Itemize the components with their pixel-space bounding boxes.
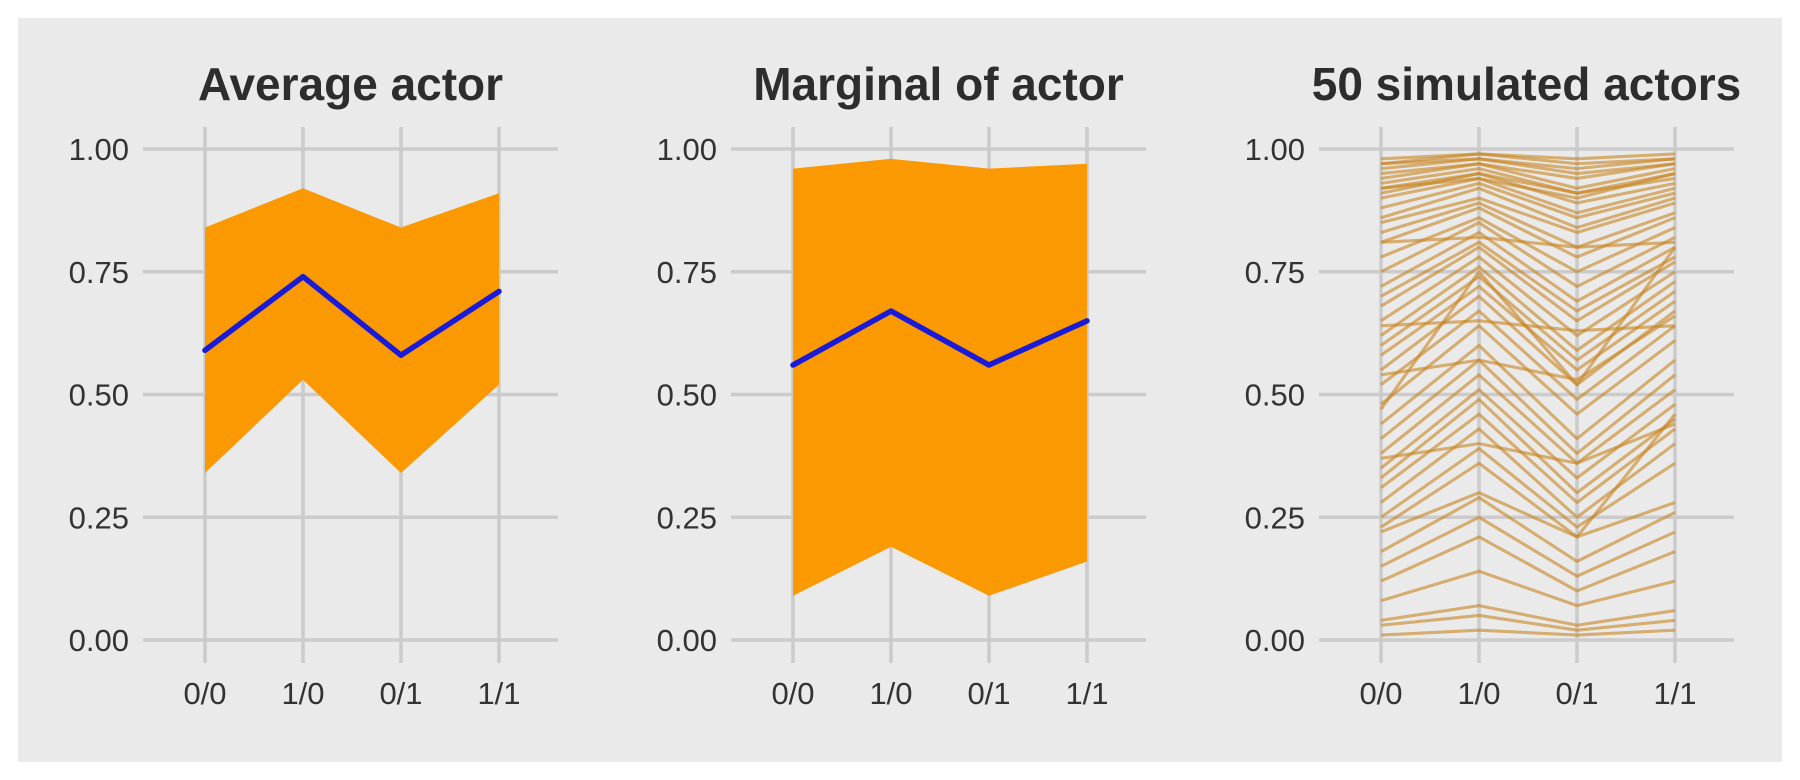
- actor-line: [1380, 275, 1676, 362]
- y-axis-tick-label: 0.00: [69, 623, 129, 658]
- actor-line: [1380, 324, 1676, 416]
- actor-line: [1380, 186, 1676, 230]
- y-axis-tick-label: 0.75: [69, 255, 129, 290]
- panel-simulated-actors: 0.00 0.25 0.50 0.75 1.00 0/0 1/0 0/1 1/1 50 simul…: [1194, 18, 1782, 762]
- actor-line: [1380, 152, 1676, 161]
- actor-line: [1380, 235, 1676, 249]
- actor-line: [1380, 255, 1676, 338]
- posterior-mean-line: [790, 308, 1090, 368]
- actor-line: [1380, 181, 1676, 220]
- actor-line: [1380, 535, 1676, 593]
- y-axis-tick-label: 0.25: [1245, 500, 1305, 535]
- chart-simulated-actors: 0.00 0.25 0.50 0.75 1.00 0/0 1/0 0/1 1/1 50 simul…: [1194, 18, 1782, 762]
- actor-line: [1380, 358, 1676, 455]
- figure-canvas: 0.00 0.25 0.50 0.75 1.00 0/0 1/0 0/1 1/1 Average …: [18, 18, 1782, 762]
- panel-title: Average actor: [198, 58, 503, 110]
- x-axis-tick-label: 0/0: [183, 676, 226, 711]
- x-axis-tick-label: 0/0: [1359, 676, 1402, 711]
- actor-line: [1380, 196, 1676, 235]
- x-axis-tick-label: 1/1: [1653, 676, 1696, 711]
- actor-line: [1380, 240, 1676, 313]
- actor-line: [1380, 176, 1676, 215]
- y-axis-tick-label: 0.00: [657, 623, 717, 658]
- y-axis-tick-label: 0.50: [1245, 378, 1305, 413]
- actor-line: [1380, 206, 1676, 259]
- actor-line: [1380, 172, 1676, 205]
- panel-background: [18, 18, 606, 762]
- x-axis-tick-label: 1/0: [1457, 676, 1500, 711]
- actor-line: [1380, 613, 1676, 632]
- actor-line: [1380, 373, 1676, 465]
- actor-line: [1380, 604, 1676, 627]
- actor-line: [1380, 413, 1677, 539]
- y-axis-tick-label: 0.75: [1245, 255, 1305, 290]
- panel-title: Marginal of actor: [753, 58, 1124, 110]
- y-axis-tick-label: 0.75: [657, 255, 717, 290]
- panel-title: 50 simulated actors: [1312, 58, 1742, 110]
- actor-line: [1380, 216, 1676, 274]
- x-axis-tick-label: 1/1: [1065, 676, 1108, 711]
- x-axis-tick-label: 1/0: [281, 676, 324, 711]
- actor-line: [1380, 152, 1676, 166]
- actor-line: [1380, 162, 1676, 181]
- actor-line: [1380, 388, 1676, 480]
- x-axis-tick-label: 1/1: [477, 676, 520, 711]
- x-axis-tick-label: 0/1: [1555, 676, 1598, 711]
- x-axis-tick-label: 0/1: [967, 676, 1010, 711]
- actor-line: [1379, 246, 1677, 411]
- actor-line: [1380, 157, 1676, 171]
- actor-line: [1380, 628, 1676, 637]
- actor-line: [1380, 446, 1676, 529]
- actor-line: [1380, 491, 1676, 539]
- actor-line: [1380, 397, 1676, 495]
- y-axis-tick-label: 0.25: [69, 500, 129, 535]
- panel-marginal-of-actor: 0.00 0.25 0.50 0.75 1.00 0/0 1/0 0/1 1/1 Marginal…: [606, 18, 1194, 762]
- credible-interval-ribbon: [205, 188, 499, 474]
- actor-line: [1380, 343, 1676, 441]
- actor-line: [1380, 157, 1676, 176]
- y-axis-tick-label: 1.00: [657, 132, 717, 167]
- panel-background: [1194, 18, 1782, 762]
- actor-line: [1380, 230, 1676, 303]
- credible-interval-ribbon: [793, 158, 1087, 596]
- actor-line: [1380, 201, 1676, 249]
- actor-line: [1380, 496, 1676, 563]
- chart-average-actor: 0.00 0.25 0.50 0.75 1.00 0/0 1/0 0/1 1/1 Average …: [18, 18, 606, 762]
- y-axis-tick-label: 1.00: [1245, 132, 1305, 167]
- posterior-mean-line: [202, 273, 502, 358]
- actor-line: [1380, 167, 1676, 195]
- actor-line: [1380, 309, 1676, 401]
- y-axis-tick-label: 0.25: [657, 500, 717, 535]
- y-axis-tick-label: 0.50: [657, 378, 717, 413]
- y-axis-tick-label: 0.50: [69, 378, 129, 413]
- actor-line: [1380, 427, 1676, 519]
- panel-average-actor: 0.00 0.25 0.50 0.75 1.00 0/0 1/0 0/1 1/1 Average …: [18, 18, 606, 762]
- actor-line: [1380, 412, 1676, 505]
- actor-line: [1380, 569, 1676, 608]
- y-axis-tick-label: 0.00: [1245, 623, 1305, 658]
- x-axis-tick-label: 1/0: [869, 676, 912, 711]
- chart-marginal-of-actor: 0.00 0.25 0.50 0.75 1.00 0/0 1/0 0/1 1/1 Marginal…: [606, 18, 1194, 762]
- actor-line: [1380, 319, 1676, 333]
- actor-line: [1380, 221, 1676, 289]
- actor-line: [1380, 162, 1676, 190]
- x-axis-tick-label: 0/1: [379, 676, 422, 711]
- actor-line: [1380, 245, 1676, 323]
- x-axis-tick-label: 0/0: [771, 676, 814, 711]
- y-axis-tick-label: 1.00: [69, 132, 129, 167]
- actor-line: [1380, 515, 1676, 578]
